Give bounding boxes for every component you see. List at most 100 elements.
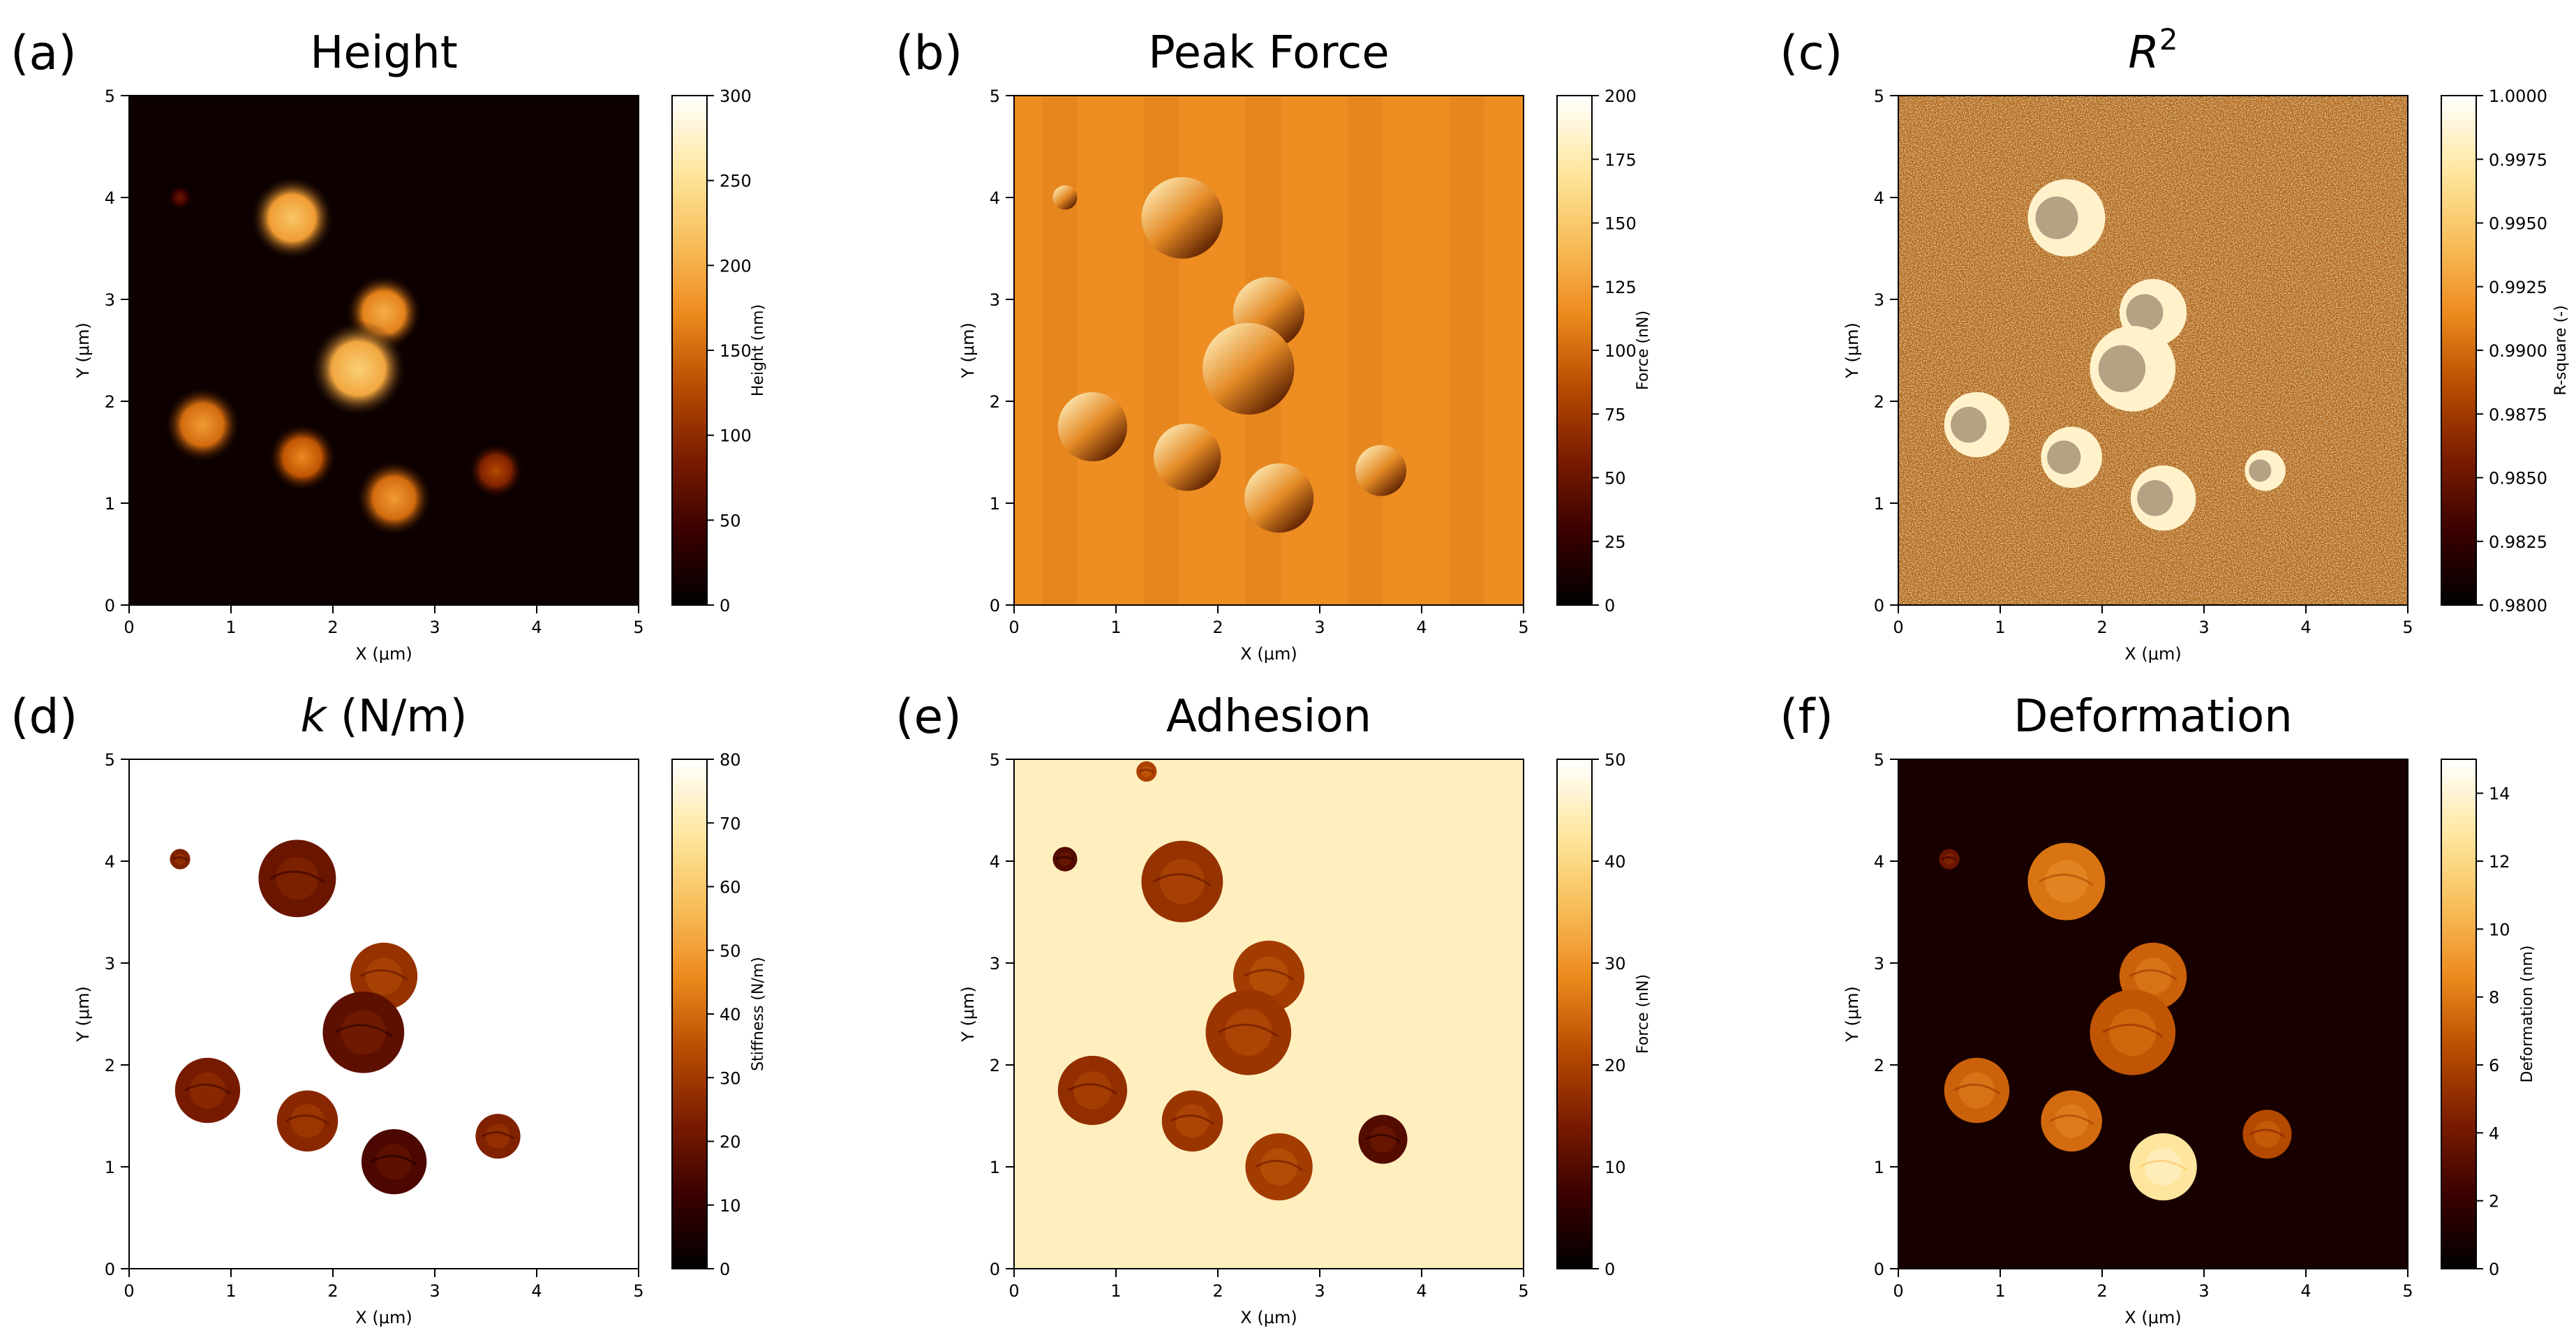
heatmap-image xyxy=(129,759,639,1269)
panel-title: R2 xyxy=(2128,22,2177,79)
x-tick-label: 3 xyxy=(1314,1281,1325,1301)
feature-blob xyxy=(2041,426,2102,488)
x-tick-label: 5 xyxy=(633,618,643,637)
y-axis-label: Y (μm) xyxy=(1842,322,1862,379)
y-tick-label: 1 xyxy=(105,1158,115,1177)
y-tick-label: 3 xyxy=(105,290,115,310)
feature-blob xyxy=(2027,179,2106,257)
feature-blob xyxy=(322,991,405,1073)
feature-blob xyxy=(310,320,407,417)
colorbar-tick-label: 0 xyxy=(720,1260,730,1279)
colorbar-tick-label: 8 xyxy=(2489,988,2499,1008)
colorbar xyxy=(1556,759,1593,1269)
colorbar xyxy=(671,759,708,1269)
feature-blob xyxy=(1154,424,1221,491)
panel-label: (f) xyxy=(1780,689,1833,745)
feature-blob xyxy=(2130,465,2196,531)
feature-blob xyxy=(1244,463,1314,533)
x-tick-label: 5 xyxy=(2402,618,2413,637)
feature-blob xyxy=(1161,1090,1223,1152)
y-axis-label: Y (μm) xyxy=(1842,986,1862,1043)
y-tick-label: 4 xyxy=(105,852,115,872)
colorbar-tick-label: 0.9875 xyxy=(2489,405,2547,424)
colorbar-tick-label: 175 xyxy=(1605,150,1637,170)
colorbar-label: Force (nN) xyxy=(1635,974,1652,1054)
x-tick-label: 0 xyxy=(124,618,134,637)
x-tick-label: 1 xyxy=(225,618,236,637)
colorbar-tick-label: 0.9800 xyxy=(2489,596,2547,616)
feature-blob xyxy=(1057,1055,1128,1126)
y-tick-label: 1 xyxy=(1874,494,1884,514)
colorbar-tick-label: 20 xyxy=(1605,1056,1626,1075)
colorbar-tick-label: 0.9975 xyxy=(2489,150,2547,170)
feature-blob xyxy=(276,1090,338,1152)
x-tick-label: 4 xyxy=(1416,1281,1427,1301)
colorbar-tick-label: 50 xyxy=(1605,750,1626,770)
y-tick-label: 1 xyxy=(990,1158,1000,1177)
x-tick-label: 3 xyxy=(429,1281,440,1301)
x-tick-label: 0 xyxy=(124,1281,134,1301)
y-tick-label: 4 xyxy=(105,188,115,208)
x-tick-label: 3 xyxy=(1314,618,1325,637)
y-tick-label: 5 xyxy=(1874,750,1884,770)
colorbar-tick-label: 40 xyxy=(720,1005,741,1024)
panel-c: 0 1 2 3 4 5 0 1 2 3 4 5 X (μm) Y (μm) R2 (c) 0.9800 0.982… xyxy=(1780,22,2570,664)
colorbar-tick-label: 1.0000 xyxy=(2489,87,2547,106)
feature-blob xyxy=(2090,325,2176,412)
panel-label: (b) xyxy=(895,26,962,81)
colorbar-tick-label: 20 xyxy=(720,1133,741,1152)
heatmap-image xyxy=(1898,759,2408,1269)
colorbar xyxy=(1556,95,1593,606)
feature-blob xyxy=(355,459,433,537)
y-tick-label: 3 xyxy=(990,290,1000,310)
feature-blob xyxy=(174,1057,241,1124)
x-tick-label: 2 xyxy=(327,618,338,637)
colorbar-tick-label: 0.9900 xyxy=(2489,341,2547,361)
colorbar-tick-label: 0 xyxy=(720,596,730,616)
heatmap-image xyxy=(1898,96,2408,605)
x-tick-label: 2 xyxy=(1212,1281,1223,1301)
y-tick-label: 2 xyxy=(105,1056,115,1075)
colorbar-tick-label: 60 xyxy=(720,878,741,897)
y-tick-label: 2 xyxy=(990,1056,1000,1075)
y-tick-label: 0 xyxy=(990,596,1000,616)
x-tick-label: 0 xyxy=(1008,1281,1019,1301)
panel-label: (d) xyxy=(10,689,77,745)
colorbar-tick-label: 150 xyxy=(720,341,752,361)
y-tick-label: 3 xyxy=(105,954,115,974)
colorbar-tick-label: 100 xyxy=(1605,341,1637,361)
x-tick-label: 5 xyxy=(633,1281,643,1301)
y-tick-label: 4 xyxy=(1874,852,1884,872)
colorbar-label: Stiffness (N/m) xyxy=(750,957,767,1071)
x-tick-label: 1 xyxy=(1995,618,2005,637)
feature-blob xyxy=(1052,185,1078,210)
panel-label: (e) xyxy=(895,689,962,745)
feature-blob xyxy=(1939,849,1960,870)
y-tick-label: 5 xyxy=(105,750,115,770)
feature-blob xyxy=(1355,445,1407,496)
colorbar-tick-label: 12 xyxy=(2489,852,2510,872)
y-tick-label: 5 xyxy=(990,750,1000,770)
panel-title: Height xyxy=(310,27,458,79)
colorbar-tick-label: 50 xyxy=(1605,469,1626,488)
x-tick-label: 2 xyxy=(1212,618,1223,637)
panel-title: Deformation xyxy=(2013,691,2293,743)
feature-blob xyxy=(167,184,193,211)
y-tick-label: 5 xyxy=(1874,87,1884,106)
feature-blob xyxy=(2129,1133,2197,1201)
y-tick-label: 3 xyxy=(990,954,1000,974)
y-tick-label: 1 xyxy=(990,494,1000,514)
feature-blob xyxy=(170,849,191,870)
panel-label: (c) xyxy=(1780,26,1842,81)
colorbar-tick-label: 0 xyxy=(1605,1260,1615,1279)
x-tick-label: 5 xyxy=(2402,1281,2413,1301)
x-axis-label: X (μm) xyxy=(2124,644,2181,664)
colorbar-tick-label: 0.9850 xyxy=(2489,469,2547,488)
panel-title: k (N/m) xyxy=(300,691,467,743)
y-tick-label: 2 xyxy=(1874,392,1884,412)
x-axis-label: X (μm) xyxy=(1240,644,1297,664)
